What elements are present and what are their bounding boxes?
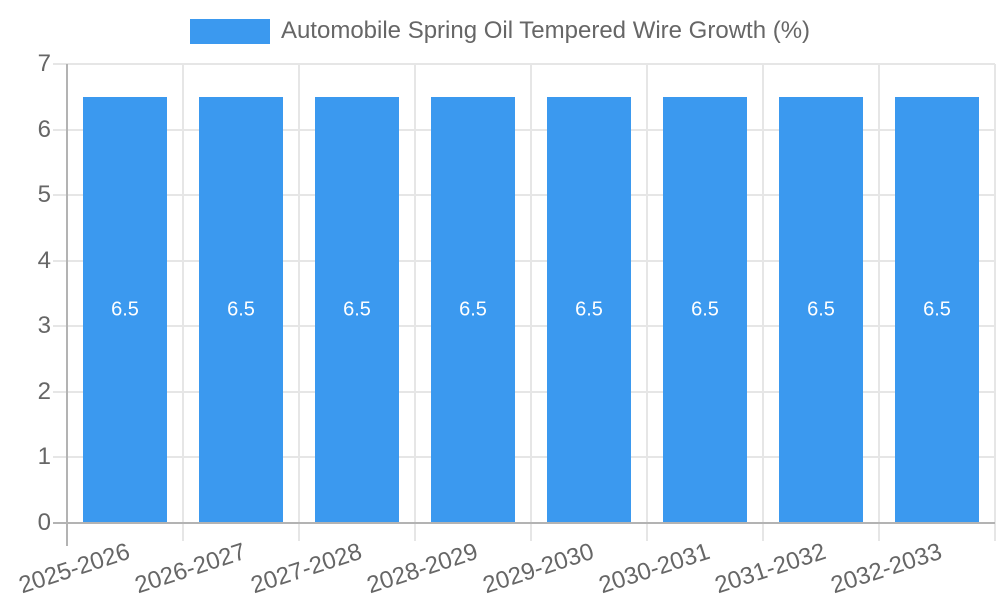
- x-axis-tick-label: 2026-2027: [131, 538, 250, 600]
- gridline-x: [878, 64, 880, 541]
- y-axis-tick-label: 2: [37, 377, 51, 405]
- gridline-x: [298, 64, 300, 541]
- bar-value-label: 6.5: [111, 298, 139, 321]
- x-axis-tick-label: 2027-2028: [247, 538, 366, 600]
- bar-2032-2033[interactable]: [895, 96, 979, 523]
- gridline-y: [53, 63, 995, 65]
- bar-value-label: 6.5: [691, 298, 719, 321]
- bar-value-label: 6.5: [807, 298, 835, 321]
- legend-label: Automobile Spring Oil Tempered Wire Grow…: [280, 17, 811, 44]
- gridline-x: [646, 64, 648, 541]
- bar-2031-2032[interactable]: [779, 96, 863, 523]
- legend-item[interactable]: Automobile Spring Oil Tempered Wire Grow…: [189, 17, 811, 45]
- y-axis-tick-label: 5: [37, 181, 51, 209]
- x-axis-tick-label: 2025-2026: [15, 538, 134, 600]
- x-axis-tick-label: 2030-2031: [595, 538, 714, 600]
- y-axis-line: [66, 64, 68, 546]
- x-axis-tick-label: 2031-2032: [711, 538, 830, 600]
- bar-value-label: 6.5: [227, 298, 255, 321]
- gridline-y: [53, 456, 995, 459]
- gridline-x: [762, 64, 764, 541]
- bar-2029-2030[interactable]: [547, 96, 631, 523]
- x-axis-tick-label: 2028-2029: [363, 538, 482, 600]
- gridline-x: [182, 64, 184, 541]
- y-axis-tick-label: 3: [37, 312, 51, 340]
- bar-value-label: 6.5: [923, 298, 951, 321]
- chart-legend: Automobile Spring Oil Tempered Wire Grow…: [0, 17, 1000, 45]
- bar-2025-2026[interactable]: [83, 96, 167, 523]
- x-axis-tick-label: 2029-2030: [479, 538, 598, 600]
- y-axis-tick-label: 1: [37, 443, 51, 471]
- gridline-x: [530, 64, 532, 541]
- bar-value-label: 6.5: [575, 298, 603, 321]
- y-axis-tick-label: 4: [37, 246, 51, 274]
- x-axis-tick-label: 2032-2033: [827, 538, 946, 600]
- bar-2026-2027[interactable]: [199, 96, 283, 523]
- y-axis-tick-label: 7: [37, 50, 51, 77]
- legend-color-swatch: [189, 18, 270, 44]
- bar-2030-2031[interactable]: [663, 96, 747, 523]
- bar-2028-2029[interactable]: [431, 96, 515, 523]
- gridline-y: [53, 128, 995, 131]
- gridline-x: [994, 64, 996, 541]
- gridline-y: [53, 194, 995, 197]
- bar-2027-2028[interactable]: [315, 96, 399, 523]
- y-axis-tick-label: 6: [37, 115, 51, 143]
- gridline-x: [414, 64, 416, 541]
- gridline-y: [53, 325, 995, 328]
- bar-value-label: 6.5: [459, 298, 487, 321]
- gridline-y: [53, 259, 995, 262]
- y-axis-tick-label: 0: [37, 509, 51, 536]
- bar-value-label: 6.5: [343, 298, 371, 321]
- x-axis-baseline: [53, 522, 995, 524]
- gridline-y: [53, 390, 995, 393]
